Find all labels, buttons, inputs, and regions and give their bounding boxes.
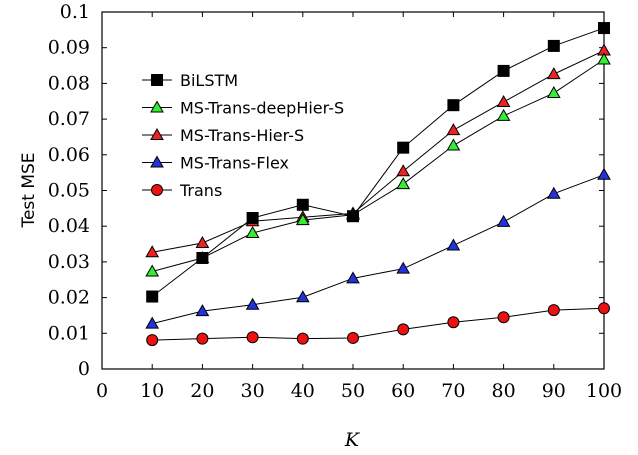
x-tick-label: 60 [391,380,415,402]
y-tick-label: 0.08 [48,72,90,94]
data-point [195,235,210,248]
series-line-0 [151,27,605,297]
y-tick-label: 0 [78,358,90,380]
data-point [295,290,310,303]
data-point [295,213,310,226]
x-tick-label: 40 [291,380,315,402]
data-point [245,225,260,238]
y-tick-label: 0.03 [48,251,90,273]
data-point [597,52,611,65]
data-point [446,138,461,151]
data-point [146,290,159,303]
data-point [146,334,159,347]
data-point [546,67,561,80]
data-point [397,323,410,336]
x-tick-label: 50 [341,380,365,402]
y-tick-label: 0.07 [48,108,90,130]
legend-marker [151,184,163,196]
x-tick-label: 100 [586,380,622,402]
y-tick-label: 0.05 [48,180,90,202]
data-point [195,304,210,317]
x-tick-label: 0 [96,380,108,402]
y-tick-label: 0.04 [48,215,90,237]
y-tick-label: 0.02 [48,287,90,309]
y-tick-label: 0.01 [48,322,90,344]
legend-label: MS-Trans-Flex [180,154,289,173]
data-point [196,332,209,345]
y-tick-label: 0.06 [48,144,90,166]
data-point [145,264,160,277]
data-point [447,99,460,112]
data-point [347,210,359,223]
series-markers [145,22,611,347]
x-axis-label: K [344,429,361,451]
data-point [598,22,610,35]
x-tick-label: 30 [241,380,265,402]
x-tick-label: 70 [441,380,465,402]
legend-marker [150,155,164,168]
x-tick-label: 10 [140,380,164,402]
y-axis-label: Test MSE [19,152,39,228]
legend-label: BiLSTM [180,71,238,90]
legend-label: MS-Trans-Hier-S [180,126,304,145]
data-point [497,311,510,324]
data-point [145,245,160,258]
data-point [145,316,160,329]
data-point [246,331,259,344]
legend-marker [150,127,164,140]
data-point [547,304,560,317]
data-point [396,164,411,177]
series-line-2 [152,50,605,253]
data-point [496,108,511,121]
data-point [397,141,410,154]
data-point [496,94,511,107]
data-point [346,271,360,284]
legend-label: MS-Trans-deepHier-S [180,99,344,118]
series-line-4 [152,307,605,341]
data-point [447,316,460,329]
data-point [546,86,561,99]
plot-frame [101,11,605,370]
data-point [446,238,461,251]
data-point [396,177,411,190]
data-point [396,261,411,274]
data-point [347,331,359,344]
data-point [597,167,611,180]
series-line-3 [152,174,605,325]
data-point [496,214,511,227]
x-tick-label: 20 [190,380,214,402]
x-tick-label: 80 [492,380,516,402]
legend: BiLSTM MS-Trans-deepHier-S MS-Trans-Hier-S… [142,71,344,200]
series-lines [151,27,605,341]
axes: 0 10 20 30 40 50 60 70 80 90 100 0 0.01 0.02 0.03 0.04 0… [48,1,622,402]
data-point [546,186,561,199]
data-point [497,64,510,77]
series-line-1 [152,59,605,273]
data-point [547,39,560,52]
data-point [598,302,610,315]
legend-marker [151,74,163,86]
legend-label: Trans [179,181,222,200]
data-point [296,332,309,345]
legend-marker [150,100,164,113]
y-tick-label: 0.1 [60,1,90,23]
data-point [296,198,309,211]
data-point [196,251,209,264]
x-tick-label: 90 [542,380,566,402]
data-point [245,297,260,310]
data-point [246,211,259,224]
y-tick-label: 0.09 [48,37,90,59]
data-point [446,123,461,136]
